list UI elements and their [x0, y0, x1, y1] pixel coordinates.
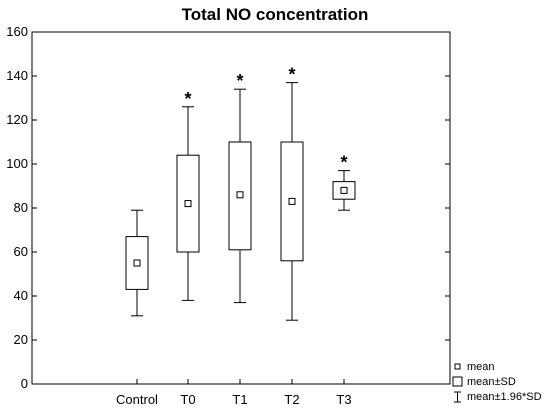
y-tick-label: 0 — [21, 376, 28, 391]
y-tick-label: 120 — [6, 112, 28, 127]
x-axis: Control T0 T1 T2 T3 — [116, 379, 352, 407]
x-tick-label: Control — [116, 392, 158, 407]
legend-item-whisker: mean±1.96*SD — [454, 391, 542, 403]
mean-marker — [288, 197, 296, 205]
legend-box-symbol — [452, 376, 463, 387]
box-group-t1: * — [228, 71, 252, 304]
legend-label: mean±SD — [467, 376, 516, 388]
box-series: * * * * — [125, 65, 356, 321]
mean-marker — [236, 191, 244, 199]
mean-marker — [133, 259, 141, 267]
significance-marker: * — [288, 65, 295, 85]
box-group-control — [125, 209, 149, 317]
mean-marker — [184, 200, 192, 208]
box-group-t0: * — [176, 89, 200, 301]
y-tick-label: 20 — [14, 332, 28, 347]
significance-marker: * — [340, 153, 347, 173]
y-tick-label: 140 — [6, 68, 28, 83]
y-tick-label: 100 — [6, 156, 28, 171]
y-tick-label: 60 — [14, 244, 28, 259]
legend-item-box: mean±SD — [452, 376, 516, 388]
x-tick-label: T1 — [232, 392, 247, 407]
y-tick-label: 160 — [6, 24, 28, 39]
y-axis: 0 20 40 60 80 100 120 140 160 — [6, 24, 450, 391]
y-tick-label: 80 — [14, 200, 28, 215]
y-tick-label: 40 — [14, 288, 28, 303]
significance-marker: * — [236, 71, 243, 91]
legend-label: mean — [467, 361, 495, 373]
legend-item-mean-marker: mean — [454, 361, 495, 373]
significance-marker: * — [184, 89, 191, 109]
legend-mean-symbol — [454, 363, 461, 370]
box-group-t2: * — [280, 65, 304, 321]
legend-label: mean±1.96*SD — [467, 391, 542, 403]
box-group-t3: * — [332, 153, 356, 211]
mean-marker — [340, 186, 348, 194]
x-tick-label: T0 — [180, 392, 195, 407]
x-tick-label: T2 — [284, 392, 299, 407]
x-tick-label: T3 — [336, 392, 351, 407]
chart-title: Total NO concentration — [182, 5, 369, 24]
legend: mean mean±SD mean±1.96*SD — [452, 361, 542, 403]
